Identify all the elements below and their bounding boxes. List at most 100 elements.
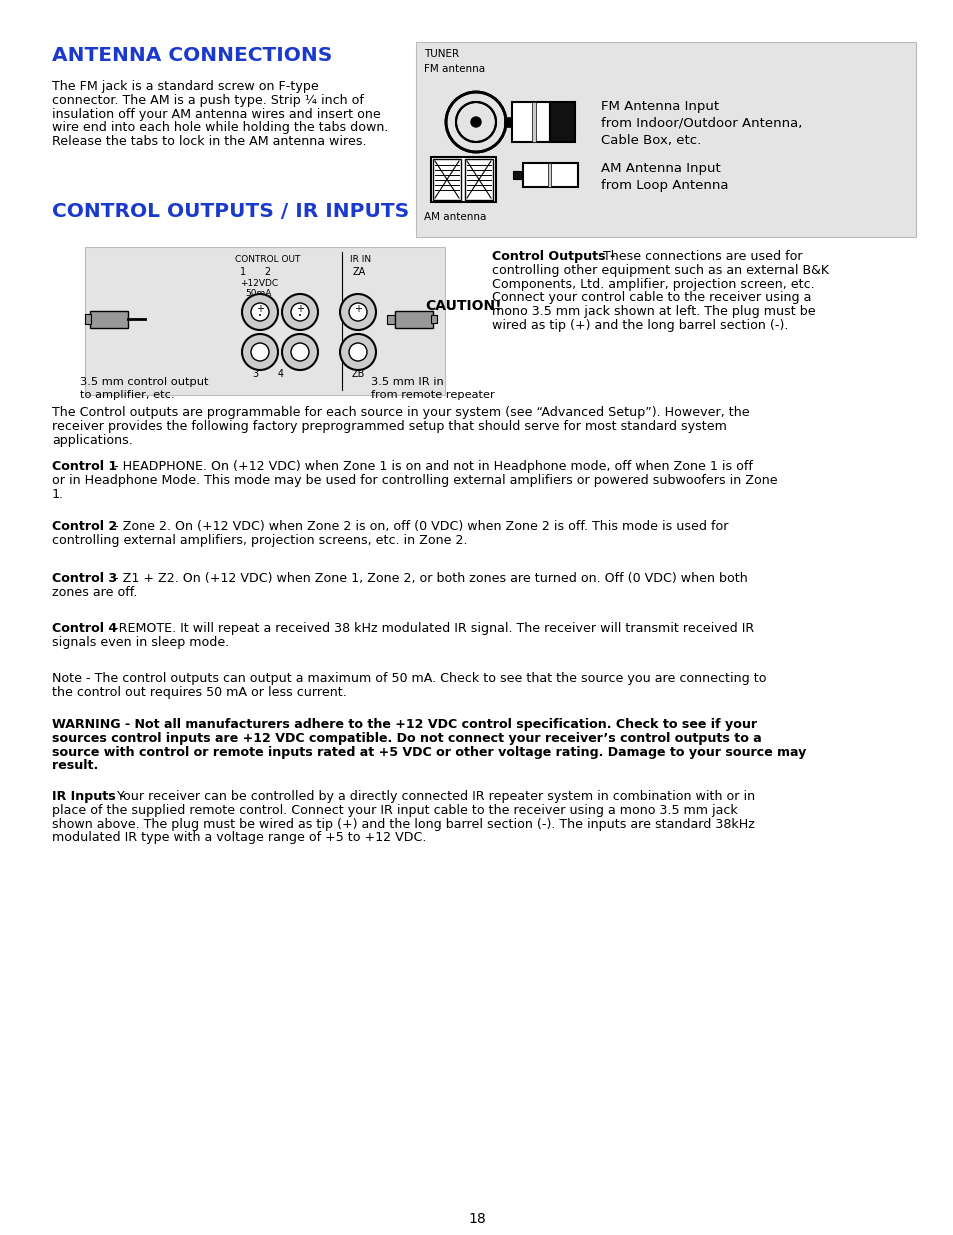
Text: •: • [257, 312, 262, 319]
Bar [512, 103, 550, 142]
Circle shape [446, 91, 505, 152]
Text: Your receiver can be controlled by a directly connected IR repeater system in co: Your receiver can be controlled by a dir… [112, 790, 755, 803]
Circle shape [291, 303, 309, 321]
Text: 50mA: 50mA [245, 289, 271, 298]
Text: 1.: 1. [52, 488, 64, 500]
Text: controlling external amplifiers, projection screens, etc. in Zone 2.: controlling external amplifiers, project… [52, 534, 467, 547]
Bar [416, 42, 915, 237]
Text: Release the tabs to lock in the AM antenna wires.: Release the tabs to lock in the AM anten… [52, 135, 366, 148]
Circle shape [471, 117, 480, 127]
Text: connector. The AM is a push type. Strip ¼ inch of: connector. The AM is a push type. Strip … [52, 94, 363, 106]
Text: ANTENNA CONNECTIONS: ANTENNA CONNECTIONS [52, 46, 332, 65]
Text: +: + [295, 304, 304, 314]
Text: or in Headphone Mode. This mode may be used for controlling external amplifiers : or in Headphone Mode. This mode may be u… [52, 474, 777, 487]
Bar [433, 159, 460, 200]
Text: result.: result. [52, 760, 98, 772]
Text: Cable Box, etc.: Cable Box, etc. [600, 135, 700, 147]
Bar [532, 103, 536, 142]
Text: from Loop Antenna: from Loop Antenna [600, 179, 728, 191]
Text: zones are off.: zones are off. [52, 585, 137, 599]
Text: Control 4: Control 4 [52, 622, 117, 635]
Circle shape [339, 333, 375, 370]
Text: receiver provides the following factory preprogrammed setup that should serve fo: receiver provides the following factory … [52, 420, 726, 432]
Text: Control 2: Control 2 [52, 520, 117, 534]
Circle shape [282, 294, 317, 330]
Text: from remote repeater: from remote repeater [371, 390, 495, 400]
Text: applications.: applications. [52, 433, 132, 447]
Circle shape [282, 333, 317, 370]
Text: - Z1 + Z2. On (+12 VDC) when Zone 1, Zone 2, or both zones are turned on. Off (0: - Z1 + Z2. On (+12 VDC) when Zone 1, Zon… [110, 572, 747, 585]
Text: +: + [255, 304, 264, 314]
Text: These connections are used for: These connections are used for [598, 249, 801, 263]
Text: signals even in sleep mode.: signals even in sleep mode. [52, 636, 229, 648]
Text: 3.5 mm control output: 3.5 mm control output [80, 377, 209, 387]
Text: •: • [297, 312, 302, 319]
Text: sources control inputs are +12 VDC compatible. Do not connect your receiver’s co: sources control inputs are +12 VDC compa… [52, 732, 760, 745]
Text: IR IN: IR IN [350, 254, 371, 264]
Text: place of the supplied remote control. Connect your IR input cable to the receive: place of the supplied remote control. Co… [52, 804, 737, 816]
Text: 18: 18 [468, 1212, 485, 1226]
Text: FM antenna: FM antenna [423, 64, 485, 74]
Text: +: + [354, 304, 361, 314]
Text: Connect your control cable to the receiver using a: Connect your control cable to the receiv… [492, 291, 810, 304]
Text: wired as tip (+) and the long barrel section (-).: wired as tip (+) and the long barrel sec… [492, 319, 787, 332]
Text: insulation off your AM antenna wires and insert one: insulation off your AM antenna wires and… [52, 107, 380, 121]
Bar [387, 315, 395, 324]
Text: to amplifier, etc.: to amplifier, etc. [80, 390, 174, 400]
Text: The Control outputs are programmable for each source in your system (see “Advanc: The Control outputs are programmable for… [52, 406, 749, 419]
Bar [395, 311, 433, 329]
Text: from Indoor/Outdoor Antenna,: from Indoor/Outdoor Antenna, [600, 117, 801, 130]
Circle shape [291, 343, 309, 361]
Circle shape [456, 103, 496, 142]
Bar [431, 157, 496, 203]
Bar [522, 163, 578, 186]
Text: WARNING - Not all manufacturers adhere to the +12 VDC control specification. Che: WARNING - Not all manufacturers adhere t… [52, 718, 757, 731]
Bar [547, 163, 551, 186]
Text: +12VDC: +12VDC [240, 279, 278, 288]
Text: Control 1: Control 1 [52, 459, 117, 473]
Text: FM Antenna Input: FM Antenna Input [600, 100, 719, 112]
Circle shape [242, 294, 277, 330]
Text: IR Inputs -: IR Inputs - [52, 790, 125, 803]
Text: mono 3.5 mm jack shown at left. The plug must be: mono 3.5 mm jack shown at left. The plug… [492, 305, 815, 319]
Text: wire end into each hole while holding the tabs down.: wire end into each hole while holding th… [52, 121, 388, 135]
Text: CONTROL OUTPUTS / IR INPUTS: CONTROL OUTPUTS / IR INPUTS [52, 203, 409, 221]
Text: - Zone 2. On (+12 VDC) when Zone 2 is on, off (0 VDC) when Zone 2 is off. This m: - Zone 2. On (+12 VDC) when Zone 2 is on… [110, 520, 728, 534]
Text: ZA: ZA [353, 267, 366, 277]
Text: Note - The control outputs can output a maximum of 50 mA. Check to see that the : Note - The control outputs can output a … [52, 672, 765, 685]
Text: modulated IR type with a voltage range of +5 to +12 VDC.: modulated IR type with a voltage range o… [52, 831, 426, 845]
Text: -REMOTE. It will repeat a received 38 kHz modulated IR signal. The receiver will: -REMOTE. It will repeat a received 38 kH… [110, 622, 754, 635]
Circle shape [339, 294, 375, 330]
Bar [85, 314, 91, 324]
Text: Components, Ltd. amplifier, projection screen, etc.: Components, Ltd. amplifier, projection s… [492, 278, 814, 290]
Text: CONTROL OUT: CONTROL OUT [234, 254, 300, 264]
Circle shape [251, 303, 269, 321]
Text: source with control or remote inputs rated at +5 VDC or other voltage rating. Da: source with control or remote inputs rat… [52, 746, 805, 758]
Bar [464, 159, 493, 200]
Circle shape [251, 343, 269, 361]
Text: AM Antenna Input: AM Antenna Input [600, 162, 720, 175]
Text: AM antenna: AM antenna [423, 212, 486, 222]
Text: TUNER: TUNER [423, 49, 458, 59]
Text: Control 3: Control 3 [52, 572, 117, 585]
Text: - HEADPHONE. On (+12 VDC) when Zone 1 is on and not in Headphone mode, off when : - HEADPHONE. On (+12 VDC) when Zone 1 is… [110, 459, 752, 473]
Text: CAUTION!: CAUTION! [424, 299, 501, 312]
Text: 3      4: 3 4 [253, 369, 284, 379]
Circle shape [242, 333, 277, 370]
Text: controlling other equipment such as an external B&K: controlling other equipment such as an e… [492, 264, 828, 277]
Bar [85, 247, 444, 395]
Circle shape [349, 343, 367, 361]
Text: 1      2: 1 2 [240, 267, 271, 277]
Bar [503, 117, 512, 127]
Text: Control Outputs -: Control Outputs - [492, 249, 615, 263]
Text: 3.5 mm IR in: 3.5 mm IR in [371, 377, 443, 387]
Bar [431, 315, 436, 324]
Text: shown above. The plug must be wired as tip (+) and the long barrel section (-). : shown above. The plug must be wired as t… [52, 818, 754, 831]
Bar [90, 311, 128, 329]
Bar [513, 170, 524, 179]
Circle shape [349, 303, 367, 321]
Text: ZB: ZB [352, 369, 365, 379]
Text: the control out requires 50 mA or less current.: the control out requires 50 mA or less c… [52, 685, 346, 699]
Text: The FM jack is a standard screw on F-type: The FM jack is a standard screw on F-typ… [52, 80, 318, 93]
Bar [550, 103, 575, 142]
